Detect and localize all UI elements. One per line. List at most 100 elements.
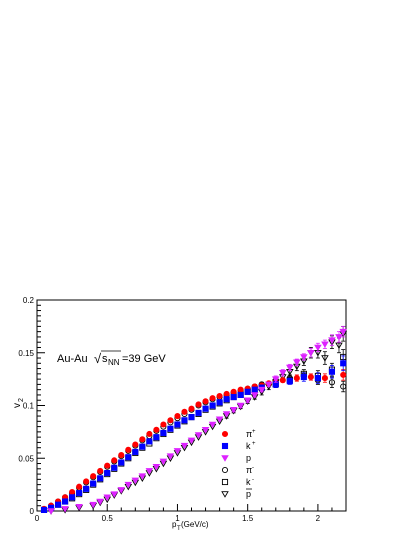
legend-label: p xyxy=(246,489,251,499)
data-point xyxy=(195,401,202,408)
data-point xyxy=(250,392,259,399)
data-point xyxy=(61,506,69,513)
data-point xyxy=(76,483,83,490)
legend-label: k xyxy=(246,477,251,487)
data-point xyxy=(222,411,231,418)
data-point xyxy=(118,452,125,459)
data-point xyxy=(208,421,217,429)
data-point xyxy=(286,364,294,372)
data-point xyxy=(75,504,83,511)
data-point xyxy=(153,426,160,433)
data-point xyxy=(145,468,154,475)
legend-label: π xyxy=(246,429,252,439)
data-point xyxy=(293,359,301,366)
data-point xyxy=(236,402,245,410)
x-tick-label: 2 xyxy=(316,514,321,523)
data-point xyxy=(159,458,168,466)
data-point xyxy=(146,438,153,445)
annotation-s: s xyxy=(102,353,108,365)
data-point xyxy=(139,443,146,450)
data-point xyxy=(90,473,97,480)
legend-label: k xyxy=(246,441,251,451)
data-point xyxy=(339,328,347,336)
x-axis-title-sub: T xyxy=(177,526,181,532)
data-point xyxy=(209,402,216,409)
data-point xyxy=(110,491,119,498)
data-point xyxy=(230,388,237,395)
legend-entry: π- xyxy=(221,465,254,475)
data-point xyxy=(181,408,188,415)
data-point xyxy=(335,334,343,341)
annotation-prefix: Au-Au xyxy=(57,353,88,365)
data-point xyxy=(111,464,118,471)
data-point xyxy=(146,430,153,438)
data-point xyxy=(160,421,167,428)
x-tick-label: 0.5 xyxy=(102,514,114,523)
data-point xyxy=(328,379,336,386)
data-point xyxy=(279,377,286,384)
data-point xyxy=(230,394,237,401)
series-1 xyxy=(40,355,347,513)
data-point xyxy=(321,375,328,382)
y-axis-title: v 2 xyxy=(12,398,25,408)
data-point xyxy=(223,396,230,403)
data-point xyxy=(202,405,209,412)
data-point xyxy=(215,416,224,423)
data-point xyxy=(167,417,174,424)
data-point xyxy=(181,417,188,424)
y-axis-title-sub: 2 xyxy=(18,398,25,402)
y-tick-label: 0.2 xyxy=(23,296,35,305)
data-point xyxy=(104,462,111,469)
legend-label-sup: + xyxy=(252,441,256,447)
data-point xyxy=(174,421,181,428)
legend-marker xyxy=(221,442,229,450)
data-point xyxy=(76,490,83,497)
data-point xyxy=(83,485,90,492)
data-point xyxy=(340,383,347,390)
data-point xyxy=(40,506,48,513)
legend-entry: p xyxy=(221,453,251,463)
data-point xyxy=(47,508,55,515)
data-point xyxy=(209,395,216,402)
legend-entry: p xyxy=(221,488,252,499)
data-point xyxy=(300,354,308,361)
data-point xyxy=(118,459,125,466)
data-point xyxy=(328,337,336,344)
data-point xyxy=(279,370,287,377)
legend-label: p xyxy=(246,453,251,463)
data-point xyxy=(55,501,62,508)
legend-marker xyxy=(221,466,229,474)
legend-label-sup: + xyxy=(252,429,256,435)
data-point xyxy=(223,390,230,397)
legend-label: π xyxy=(246,465,252,475)
data-point xyxy=(69,488,76,496)
legend-marker xyxy=(221,430,229,438)
data-point xyxy=(83,478,90,485)
data-point xyxy=(257,386,266,394)
data-point xyxy=(69,494,76,501)
legend-entry: π + xyxy=(221,429,256,439)
data-point xyxy=(132,441,139,448)
data-point xyxy=(237,391,244,399)
data-point xyxy=(271,376,280,383)
annotation-suffix: =39 GeV xyxy=(122,353,166,365)
data-point xyxy=(166,453,175,460)
data-point xyxy=(314,344,322,352)
data-point xyxy=(104,469,111,477)
data-point xyxy=(138,473,147,480)
data-point xyxy=(307,373,314,381)
data-point xyxy=(173,448,182,455)
data-point xyxy=(188,405,195,412)
data-point xyxy=(251,386,258,393)
x-axis-title-unit: (GeV/c) xyxy=(181,520,209,529)
data-point xyxy=(152,463,161,471)
legend-marker xyxy=(221,478,229,486)
collision-annotation: Au-Au √ s NN =39 GeV xyxy=(57,350,166,367)
data-point xyxy=(321,355,329,362)
data-point xyxy=(244,388,251,395)
x-axis-title: p T (GeV/c) xyxy=(172,520,209,532)
data-point xyxy=(96,498,104,506)
x-axis-title-main: p xyxy=(172,520,177,529)
